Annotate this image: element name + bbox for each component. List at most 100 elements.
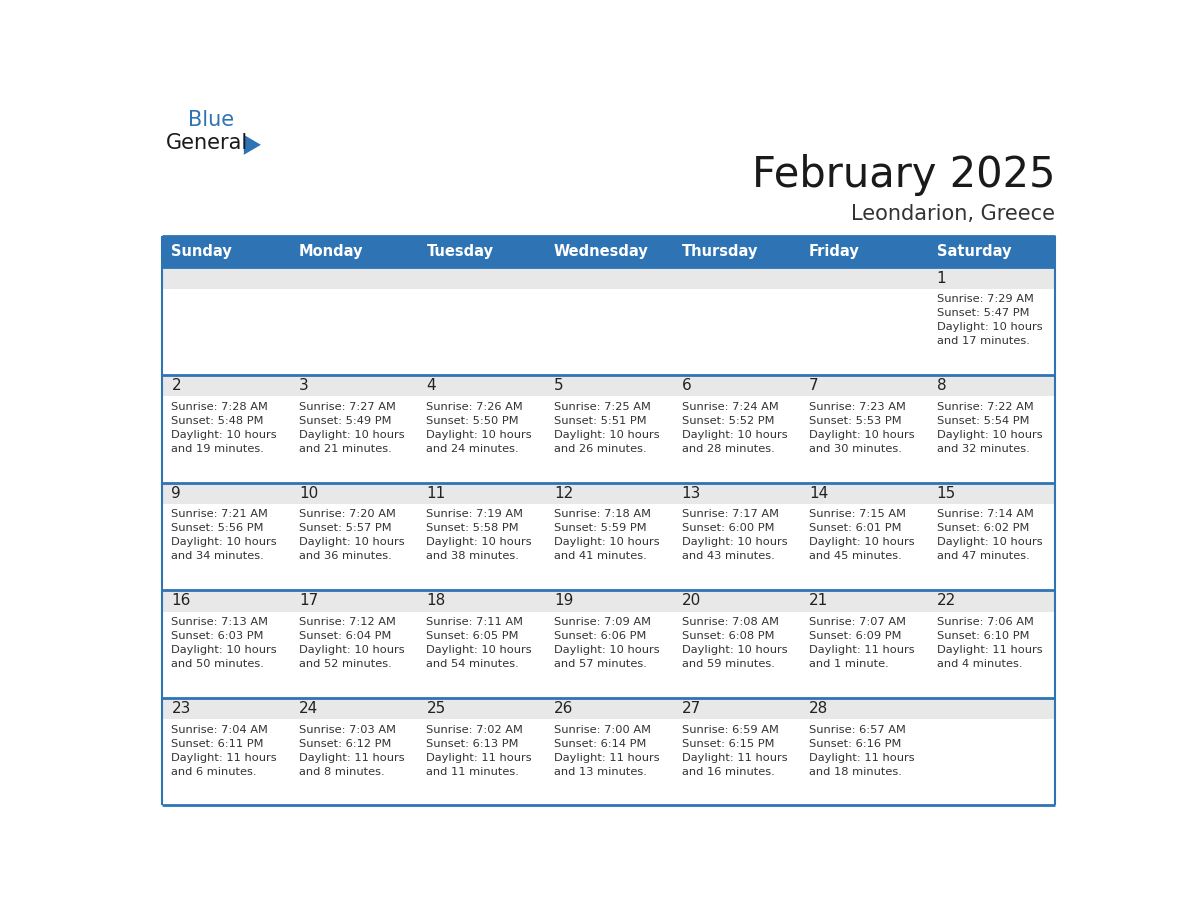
Bar: [417, 267, 545, 289]
Bar: [417, 611, 545, 698]
Text: 13: 13: [682, 486, 701, 501]
Bar: [672, 483, 801, 504]
Text: 18: 18: [426, 593, 446, 609]
Bar: [417, 289, 545, 375]
Text: Sunrise: 7:02 AM
Sunset: 6:13 PM
Daylight: 11 hours
and 11 minutes.: Sunrise: 7:02 AM Sunset: 6:13 PM Dayligh…: [426, 725, 532, 777]
Bar: [672, 289, 801, 375]
Bar: [672, 375, 801, 397]
Text: Sunrise: 7:08 AM
Sunset: 6:08 PM
Daylight: 10 hours
and 59 minutes.: Sunrise: 7:08 AM Sunset: 6:08 PM Dayligh…: [682, 617, 788, 669]
Bar: [417, 375, 545, 397]
Text: Sunrise: 7:17 AM
Sunset: 6:00 PM
Daylight: 10 hours
and 43 minutes.: Sunrise: 7:17 AM Sunset: 6:00 PM Dayligh…: [682, 509, 788, 562]
Text: Monday: Monday: [299, 244, 364, 260]
Text: Sunrise: 7:29 AM
Sunset: 5:47 PM
Daylight: 10 hours
and 17 minutes.: Sunrise: 7:29 AM Sunset: 5:47 PM Dayligh…: [936, 294, 1042, 346]
Text: Sunrise: 7:19 AM
Sunset: 5:58 PM
Daylight: 10 hours
and 38 minutes.: Sunrise: 7:19 AM Sunset: 5:58 PM Dayligh…: [426, 509, 532, 562]
Text: Sunrise: 6:57 AM
Sunset: 6:16 PM
Daylight: 11 hours
and 18 minutes.: Sunrise: 6:57 AM Sunset: 6:16 PM Dayligh…: [809, 725, 915, 777]
Text: Sunrise: 7:27 AM
Sunset: 5:49 PM
Daylight: 10 hours
and 21 minutes.: Sunrise: 7:27 AM Sunset: 5:49 PM Dayligh…: [299, 402, 405, 453]
Bar: [928, 375, 1055, 397]
Text: Sunrise: 7:14 AM
Sunset: 6:02 PM
Daylight: 10 hours
and 47 minutes.: Sunrise: 7:14 AM Sunset: 6:02 PM Dayligh…: [936, 509, 1042, 562]
Text: Sunday: Sunday: [171, 244, 232, 260]
Bar: [672, 720, 801, 805]
Text: 27: 27: [682, 701, 701, 716]
Bar: [163, 267, 290, 289]
Bar: [545, 720, 672, 805]
Bar: [290, 611, 417, 698]
Text: 16: 16: [171, 593, 191, 609]
Text: 23: 23: [171, 701, 191, 716]
Bar: [801, 720, 928, 805]
Bar: [163, 504, 290, 590]
Bar: [417, 504, 545, 590]
Bar: [163, 590, 290, 611]
Bar: [545, 289, 672, 375]
Text: Thursday: Thursday: [682, 244, 758, 260]
Text: 6: 6: [682, 378, 691, 393]
Polygon shape: [244, 135, 261, 155]
Text: Sunrise: 7:09 AM
Sunset: 6:06 PM
Daylight: 10 hours
and 57 minutes.: Sunrise: 7:09 AM Sunset: 6:06 PM Dayligh…: [554, 617, 659, 669]
Bar: [545, 397, 672, 483]
Bar: [801, 375, 928, 397]
Text: 10: 10: [299, 486, 318, 501]
Bar: [290, 375, 417, 397]
Text: Sunrise: 7:25 AM
Sunset: 5:51 PM
Daylight: 10 hours
and 26 minutes.: Sunrise: 7:25 AM Sunset: 5:51 PM Dayligh…: [554, 402, 659, 453]
Text: 15: 15: [936, 486, 956, 501]
Text: 17: 17: [299, 593, 318, 609]
Bar: [672, 590, 801, 611]
Bar: [545, 483, 672, 504]
Text: 7: 7: [809, 378, 819, 393]
Text: Sunrise: 7:00 AM
Sunset: 6:14 PM
Daylight: 11 hours
and 13 minutes.: Sunrise: 7:00 AM Sunset: 6:14 PM Dayligh…: [554, 725, 659, 777]
Text: Sunrise: 7:28 AM
Sunset: 5:48 PM
Daylight: 10 hours
and 19 minutes.: Sunrise: 7:28 AM Sunset: 5:48 PM Dayligh…: [171, 402, 277, 453]
Text: 20: 20: [682, 593, 701, 609]
Text: 8: 8: [936, 378, 947, 393]
Bar: [290, 397, 417, 483]
Text: 19: 19: [554, 593, 574, 609]
Text: Sunrise: 7:22 AM
Sunset: 5:54 PM
Daylight: 10 hours
and 32 minutes.: Sunrise: 7:22 AM Sunset: 5:54 PM Dayligh…: [936, 402, 1042, 453]
Text: Sunrise: 7:12 AM
Sunset: 6:04 PM
Daylight: 10 hours
and 52 minutes.: Sunrise: 7:12 AM Sunset: 6:04 PM Dayligh…: [299, 617, 405, 669]
Bar: [672, 504, 801, 590]
Text: February 2025: February 2025: [752, 154, 1055, 196]
Bar: [163, 698, 290, 720]
Bar: [928, 483, 1055, 504]
Text: Blue: Blue: [188, 110, 234, 130]
Bar: [163, 397, 290, 483]
Bar: [672, 397, 801, 483]
Bar: [801, 611, 928, 698]
Bar: [163, 289, 290, 375]
Bar: [417, 590, 545, 611]
Text: 26: 26: [554, 701, 574, 716]
Bar: [928, 397, 1055, 483]
Bar: [801, 698, 928, 720]
Text: 4: 4: [426, 378, 436, 393]
Text: Sunrise: 7:13 AM
Sunset: 6:03 PM
Daylight: 10 hours
and 50 minutes.: Sunrise: 7:13 AM Sunset: 6:03 PM Dayligh…: [171, 617, 277, 669]
Bar: [928, 698, 1055, 720]
Text: Sunrise: 6:59 AM
Sunset: 6:15 PM
Daylight: 11 hours
and 16 minutes.: Sunrise: 6:59 AM Sunset: 6:15 PM Dayligh…: [682, 725, 788, 777]
Bar: [672, 267, 801, 289]
Bar: [801, 590, 928, 611]
Text: 22: 22: [936, 593, 956, 609]
Bar: [928, 504, 1055, 590]
Bar: [417, 237, 545, 267]
Bar: [801, 237, 928, 267]
Text: 12: 12: [554, 486, 574, 501]
Text: 9: 9: [171, 486, 181, 501]
Bar: [928, 289, 1055, 375]
Bar: [290, 698, 417, 720]
Bar: [417, 397, 545, 483]
Bar: [801, 483, 928, 504]
Text: Sunrise: 7:03 AM
Sunset: 6:12 PM
Daylight: 11 hours
and 8 minutes.: Sunrise: 7:03 AM Sunset: 6:12 PM Dayligh…: [299, 725, 405, 777]
Text: Sunrise: 7:06 AM
Sunset: 6:10 PM
Daylight: 11 hours
and 4 minutes.: Sunrise: 7:06 AM Sunset: 6:10 PM Dayligh…: [936, 617, 1042, 669]
Bar: [545, 267, 672, 289]
Text: Sunrise: 7:04 AM
Sunset: 6:11 PM
Daylight: 11 hours
and 6 minutes.: Sunrise: 7:04 AM Sunset: 6:11 PM Dayligh…: [171, 725, 277, 777]
Text: Wednesday: Wednesday: [554, 244, 649, 260]
Bar: [801, 504, 928, 590]
Bar: [545, 611, 672, 698]
Bar: [672, 237, 801, 267]
Bar: [417, 720, 545, 805]
Bar: [545, 237, 672, 267]
Text: Sunrise: 7:21 AM
Sunset: 5:56 PM
Daylight: 10 hours
and 34 minutes.: Sunrise: 7:21 AM Sunset: 5:56 PM Dayligh…: [171, 509, 277, 562]
Text: 11: 11: [426, 486, 446, 501]
Bar: [163, 375, 290, 397]
Bar: [163, 611, 290, 698]
Text: 21: 21: [809, 593, 828, 609]
Text: Sunrise: 7:23 AM
Sunset: 5:53 PM
Daylight: 10 hours
and 30 minutes.: Sunrise: 7:23 AM Sunset: 5:53 PM Dayligh…: [809, 402, 915, 453]
Bar: [928, 267, 1055, 289]
